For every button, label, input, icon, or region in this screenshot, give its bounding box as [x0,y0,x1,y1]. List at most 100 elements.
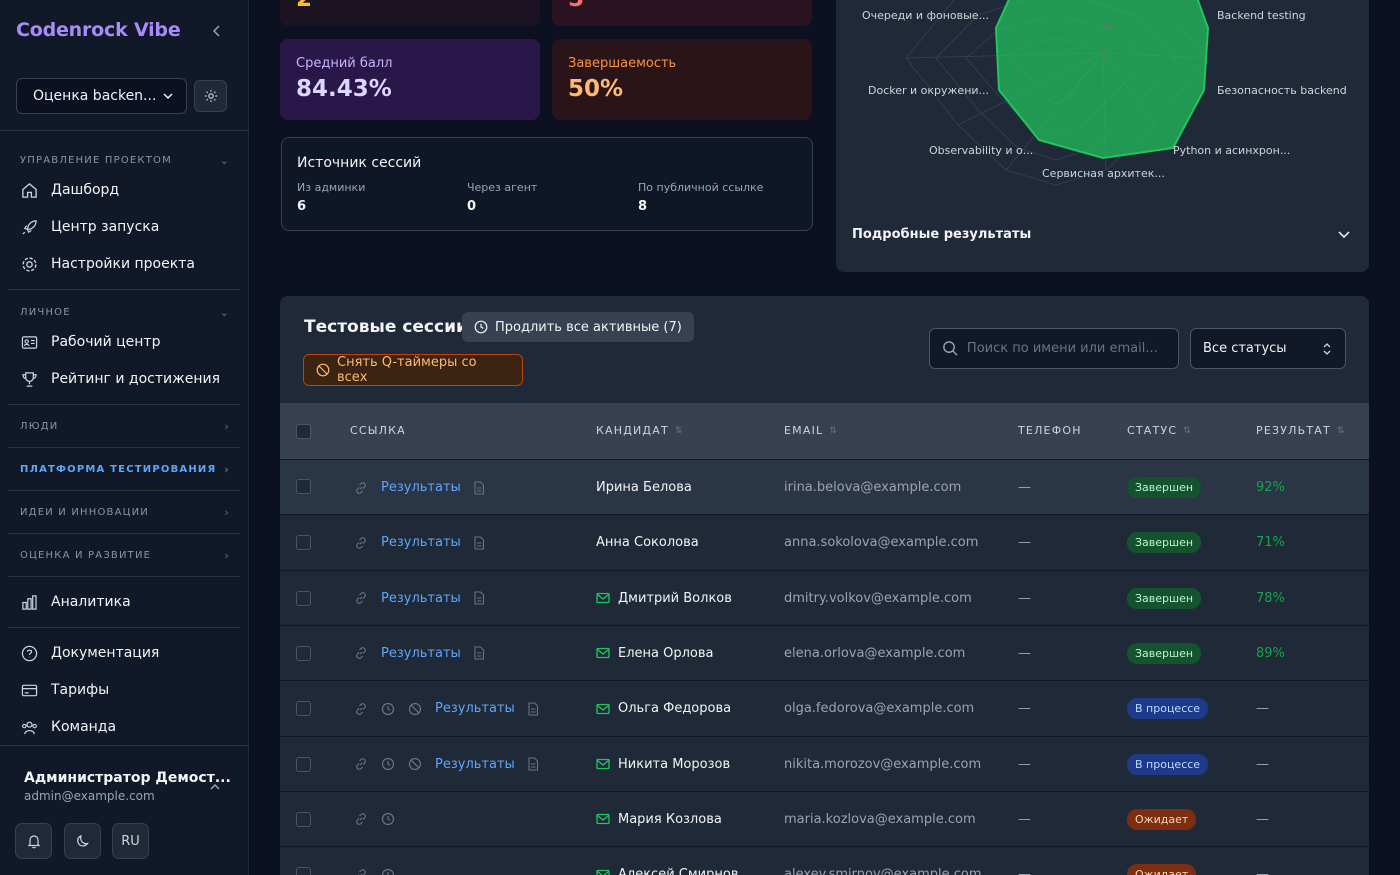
table-row[interactable]: Результаты Никита Морозов nikita.morozov@e… [280,735,1369,791]
user-menu-toggle[interactable] [209,778,221,797]
sidebar-item-rating[interactable]: Рейтинг и достижения [20,365,220,393]
sort-icon: ⇅ [674,425,684,436]
detailed-results-label: Подробные результаты [852,226,1032,242]
table-row[interactable]: Мария Козлова maria.kozlova@example.com — О… [280,790,1369,847]
link-icon[interactable] [354,812,368,826]
document-icon[interactable] [527,702,539,716]
link-icon[interactable] [354,702,368,716]
source-admin: Из админки 6 [297,181,365,214]
phone-cell: — [1018,571,1031,626]
link-icon[interactable] [354,536,368,550]
section-personal[interactable]: ЛИЧНОЕ ⌄ [20,306,230,319]
project-settings-button[interactable] [194,80,227,112]
ban-icon[interactable] [408,757,422,771]
table-row[interactable]: Результаты Ольга Федорова olga.fedorova@ex… [280,680,1369,735]
row-checkbox[interactable] [296,811,311,827]
sidebar-item-plans[interactable]: Тарифы [20,676,109,704]
candidate-cell: Дмитрий Волков [596,571,732,626]
email-cell: elena.orlova@example.com [784,626,965,681]
link-icon[interactable] [354,481,368,495]
section-testing-platform[interactable]: ПЛАТФОРМА ТЕСТИРОВАНИЯ › [20,463,230,476]
status-filter-select[interactable]: Все статусы [1190,328,1346,369]
row-checkbox[interactable] [296,645,311,661]
row-checkbox[interactable] [296,590,311,606]
document-icon[interactable] [473,591,485,605]
status-badge: В процессе [1127,753,1209,775]
column-header-result[interactable]: РЕЗУЛЬТАТ ⇅ [1256,424,1346,437]
section-project-management[interactable]: УПРАВЛЕНИЕ ПРОЕКТОМ ⌄ [20,154,230,167]
document-icon[interactable] [473,646,485,660]
results-link[interactable]: Результаты [381,590,461,606]
clock-icon[interactable] [381,812,395,826]
link-icon[interactable] [354,868,368,875]
sidebar-item-workspace[interactable]: Рабочий центр [20,328,160,356]
candidate-email: anna.sokolova@example.com [784,535,979,551]
button-label: Снять Q-таймеры со всех [337,355,477,385]
status-badge: Завершен [1127,477,1202,498]
sidebar-item-analytics[interactable]: Аналитика [20,588,131,616]
link-icon[interactable] [354,591,368,605]
sidebar-item-dashboard[interactable]: Дашборд [20,176,119,204]
row-checkbox[interactable] [296,701,311,717]
section-people[interactable]: ЛЮДИ › [20,420,230,433]
results-link[interactable]: Результаты [435,701,515,717]
source-public: По публичной ссылке 8 [638,181,763,214]
email-cell: olga.fedorova@example.com [784,681,974,736]
table-row[interactable]: Результаты Дмитрий Волков dmitry.volkov@ex… [280,569,1369,626]
sidebar-item-docs[interactable]: Документация [20,639,159,667]
table-row[interactable]: Результаты Анна Соколова anna.sokolova@exa… [280,514,1369,569]
sidebar-item-launch[interactable]: Центр запуска [20,213,159,241]
column-header-candidate[interactable]: КАНДИДАТ ⇅ [596,424,684,437]
search-input[interactable] [966,341,1166,356]
status-badge: В процессе [1127,698,1209,720]
clock-icon[interactable] [381,868,395,875]
detailed-results-toggle[interactable]: Подробные результаты [852,226,1352,242]
section-assessment[interactable]: ОЦЕНКА И РАЗВИТИЕ › [20,549,230,562]
document-icon[interactable] [473,480,485,495]
table-row[interactable]: Алексей Смирнов alexey.smirnov@example.co… [280,846,1369,875]
link-icon[interactable] [354,757,368,771]
row-checkbox[interactable] [296,535,311,551]
project-select[interactable]: Оценка backen... [16,78,187,114]
result-cell: 92% [1256,460,1285,515]
table-row[interactable]: Результаты Ирина Белова irina.belova@examp… [280,459,1369,514]
candidate-phone: — [1018,811,1031,827]
sidebar-item-settings[interactable]: Настройки проекта [20,250,195,278]
section-ideas[interactable]: ИДЕИ И ИННОВАЦИИ › [20,506,230,519]
document-icon[interactable] [527,757,539,771]
divider [8,533,240,534]
status-cell: Завершен [1127,460,1202,515]
results-link[interactable]: Результаты [435,756,515,772]
remove-q-timers-button[interactable]: Снять Q-таймеры со всех [303,354,523,386]
clock-icon[interactable] [381,757,395,771]
extend-all-active-button[interactable]: Продлить все активные (7) [462,312,694,342]
user-name[interactable]: Администратор Демост... [24,770,231,786]
column-header-status[interactable]: СТАТУС ⇅ [1127,424,1192,437]
select-all-checkbox[interactable] [296,424,311,439]
results-link[interactable]: Результаты [381,645,461,661]
radar-axis-label: Observability и о... [929,144,1034,157]
results-link[interactable]: Результаты [381,535,461,551]
row-checkbox[interactable] [296,756,311,772]
sidebar-item-label: Команда [51,719,117,735]
link-cell [354,847,408,875]
collapse-sidebar-button[interactable] [206,20,228,42]
notifications-button[interactable] [15,823,52,859]
candidate-phone: — [1018,867,1031,875]
results-link[interactable]: Результаты [381,480,461,495]
phone-cell: — [1018,515,1031,570]
ban-icon[interactable] [408,702,422,716]
link-cell: Результаты [354,681,539,736]
table-row[interactable]: Результаты Елена Орлова elena.orlova@examp… [280,624,1369,681]
row-checkbox[interactable] [296,867,311,875]
link-cell [354,792,408,847]
clock-icon[interactable] [381,702,395,716]
row-checkbox[interactable] [296,479,311,494]
sidebar-item-team[interactable]: Команда [20,713,116,741]
column-header-email[interactable]: EMAIL ⇅ [784,424,838,437]
brand-logo[interactable]: Codenrock Vibe [16,19,181,41]
document-icon[interactable] [473,536,485,550]
link-icon[interactable] [354,646,368,660]
theme-toggle-button[interactable] [64,823,101,859]
language-button[interactable]: RU [112,823,149,859]
